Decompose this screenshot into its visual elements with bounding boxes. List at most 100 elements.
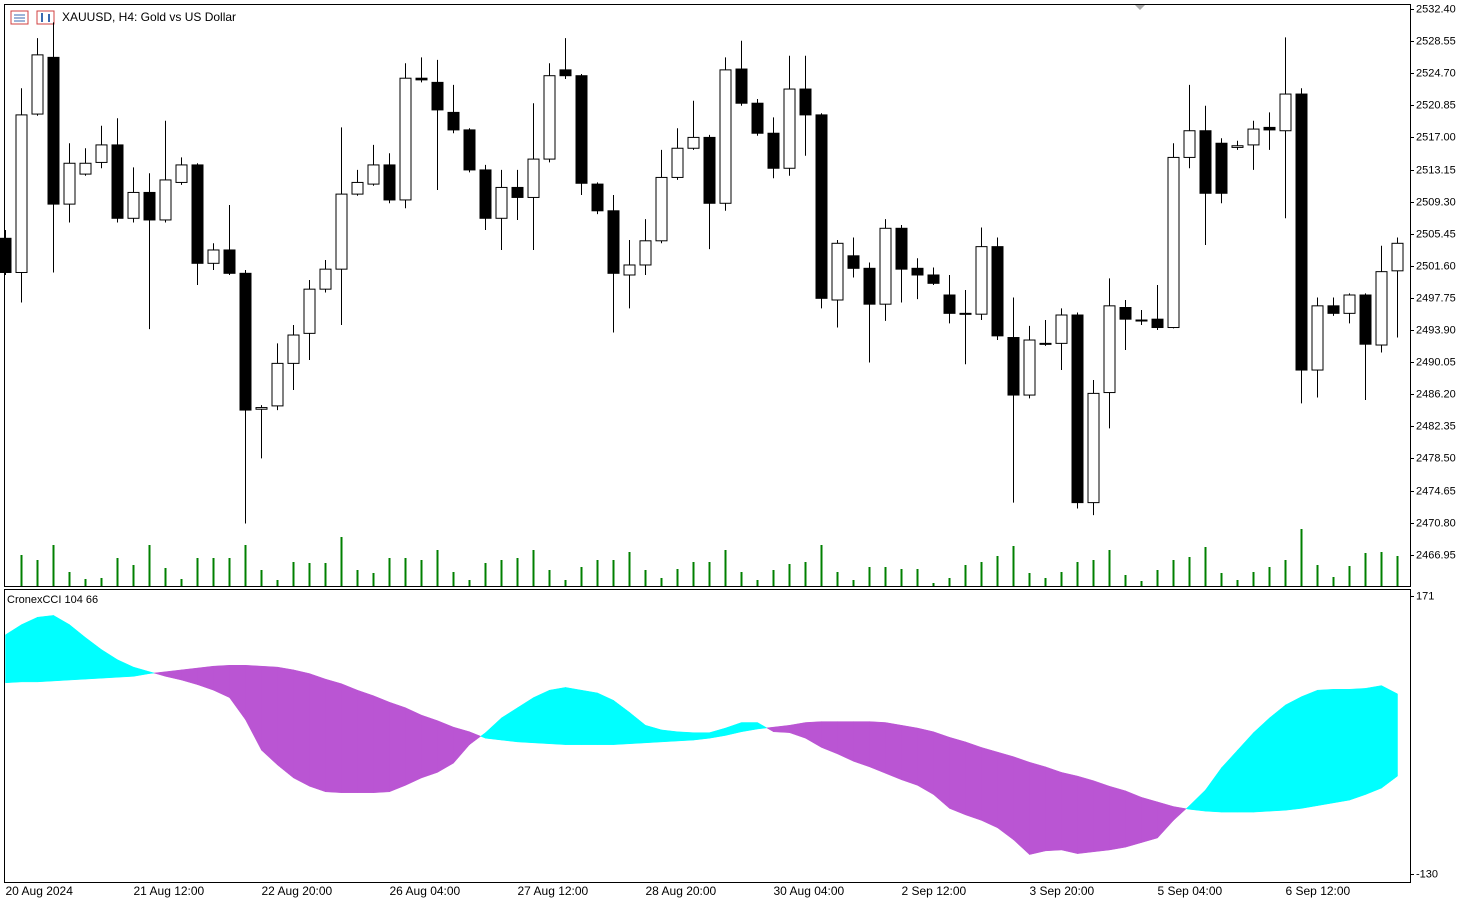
candle-body xyxy=(879,227,892,305)
candle-body xyxy=(1391,242,1404,272)
candle-body xyxy=(15,114,28,273)
indicator-fill xyxy=(421,714,438,779)
candle-body xyxy=(767,132,780,169)
candle-body xyxy=(751,102,764,134)
candle-body xyxy=(655,176,668,242)
candle-body xyxy=(431,81,444,111)
indicator-fill xyxy=(1381,685,1398,789)
candle-body xyxy=(1007,337,1020,396)
candle-body xyxy=(319,268,332,290)
candle-body xyxy=(1247,128,1260,146)
indicator-fill xyxy=(373,695,390,793)
candle-body xyxy=(863,267,876,305)
indicator-fill xyxy=(53,614,70,682)
y-tick-label: 2501.60 xyxy=(1416,260,1456,272)
indicator-fill xyxy=(261,665,278,766)
indicator-fill xyxy=(37,615,54,683)
indicator-fill xyxy=(1077,775,1094,854)
y-tick-label: 2478.50 xyxy=(1416,452,1456,464)
candle-body xyxy=(1199,130,1212,194)
candle-body xyxy=(495,186,508,219)
candle-body xyxy=(1231,145,1244,148)
indicator-fill xyxy=(757,722,768,730)
candle-body xyxy=(0,237,12,273)
x-tick-label: 3 Sep 20:00 xyxy=(1030,884,1095,898)
candle-body xyxy=(559,69,572,77)
indicator-fill xyxy=(965,741,982,821)
x-tick-label: 6 Sep 12:00 xyxy=(1286,884,1351,898)
shift-marker[interactable] xyxy=(1135,5,1145,10)
candle-body xyxy=(1327,305,1340,314)
candle-body xyxy=(95,144,108,163)
y-tick-label: 171 xyxy=(1416,590,1434,602)
y-tick-label: 2513.15 xyxy=(1416,164,1456,176)
candle-body xyxy=(1375,271,1388,346)
candle-body xyxy=(447,111,460,131)
candle-body xyxy=(783,88,796,169)
indicator-fill xyxy=(1029,761,1046,855)
candle-body xyxy=(1167,156,1180,329)
candle-body xyxy=(1119,307,1132,320)
candle-body xyxy=(1023,339,1036,396)
indicator-fill xyxy=(1109,785,1126,851)
indicator-fill xyxy=(293,669,310,787)
candle-body xyxy=(1151,318,1164,329)
candle-body xyxy=(383,164,396,201)
indicator-fill xyxy=(885,722,902,781)
indicator-fill xyxy=(981,747,998,829)
indicator-fill xyxy=(1173,806,1187,821)
candle-body xyxy=(1087,392,1100,504)
indicator-fill xyxy=(469,731,482,746)
indicator-fill xyxy=(357,689,374,793)
candle-body xyxy=(911,267,924,276)
y-tick-label: 2482.35 xyxy=(1416,420,1456,432)
indicator-fill xyxy=(1333,689,1350,804)
candle-body xyxy=(1359,294,1372,345)
x-tick-label: 5 Sep 04:00 xyxy=(1158,884,1223,898)
candle-body xyxy=(159,179,172,221)
candle-body xyxy=(335,193,348,270)
candle-body xyxy=(1215,142,1228,194)
indicator-fill xyxy=(1253,717,1270,813)
indicator-fill xyxy=(1061,772,1078,854)
x-tick-label: 20 Aug 2024 xyxy=(6,884,74,898)
candle-body xyxy=(175,164,188,183)
indicator-fill xyxy=(1093,780,1110,853)
candle-body xyxy=(607,210,620,274)
x-tick-label: 21 Aug 12:00 xyxy=(134,884,205,898)
icon-chart[interactable] xyxy=(36,10,55,25)
indicator-fill xyxy=(997,751,1014,841)
x-tick-label: 26 Aug 04:00 xyxy=(390,884,461,898)
candle-body xyxy=(31,54,44,115)
y-tick-label: 2532.40 xyxy=(1416,3,1456,15)
candle-body xyxy=(47,56,60,205)
indicator-fill xyxy=(917,727,934,795)
candle-body xyxy=(703,136,716,204)
y-tick-label: 2509.30 xyxy=(1416,196,1456,208)
x-tick-label: 27 Aug 12:00 xyxy=(518,884,589,898)
indicator-fill xyxy=(677,731,694,742)
candle-body xyxy=(479,169,492,219)
indicator-fill xyxy=(661,729,678,743)
candle-body xyxy=(847,255,860,269)
x-tick-label: 2 Sep 12:00 xyxy=(902,884,967,898)
candle-body xyxy=(1343,294,1356,314)
indicator-fill xyxy=(437,720,454,773)
candle-body xyxy=(959,312,972,315)
x-tick-label: 22 Aug 20:00 xyxy=(262,884,333,898)
candle-body xyxy=(591,183,604,212)
candle-body xyxy=(191,164,204,264)
y-tick-label: 2528.55 xyxy=(1416,35,1456,47)
indicator-fill xyxy=(533,689,550,745)
candle-body xyxy=(207,249,220,264)
x-tick-label: 28 Aug 20:00 xyxy=(646,884,717,898)
indicator-fill xyxy=(549,687,566,745)
indicator-pane-frame xyxy=(4,589,1411,883)
indicator-fill xyxy=(949,736,966,816)
candle-body xyxy=(831,242,844,301)
candle-body xyxy=(63,162,76,205)
candle-body xyxy=(463,129,476,171)
price-pane-frame xyxy=(4,4,1411,587)
indicator-fill xyxy=(1045,766,1062,852)
